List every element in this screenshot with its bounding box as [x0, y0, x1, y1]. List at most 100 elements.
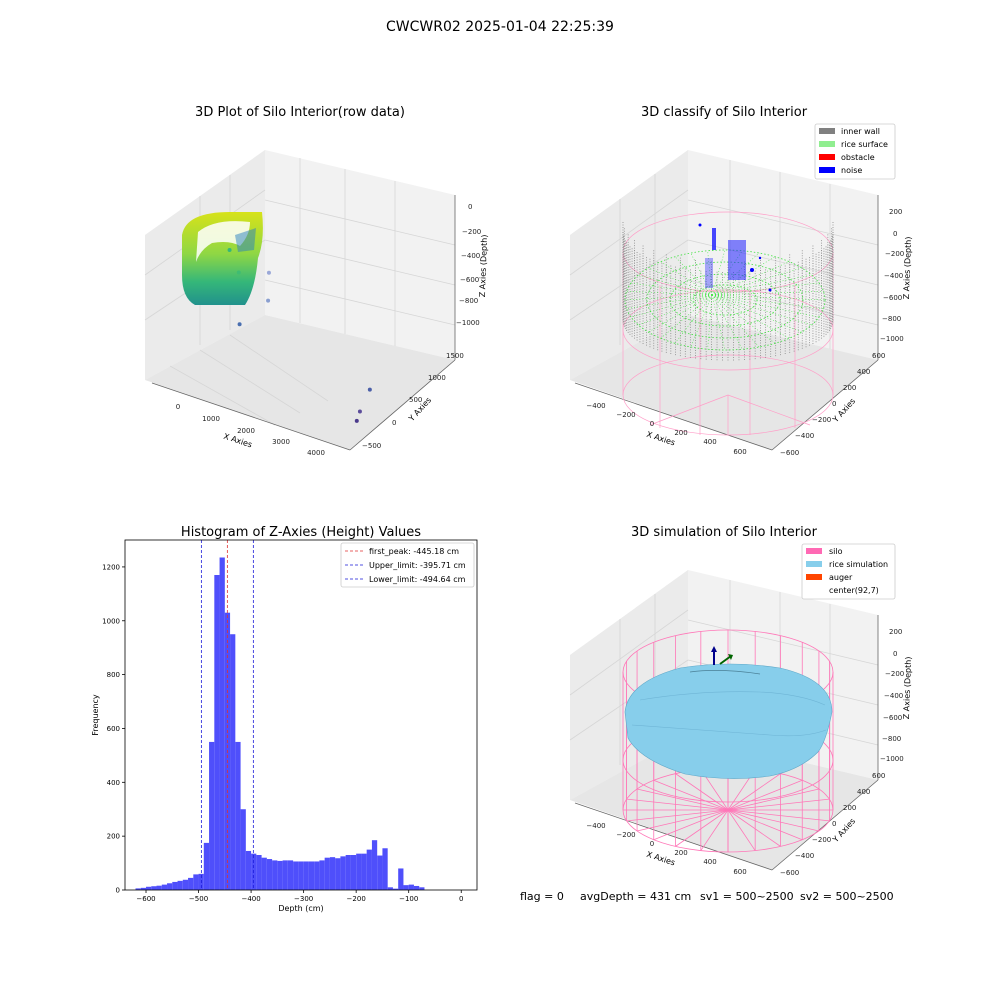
raw-3d-x-tick: 2000	[237, 427, 255, 435]
raw-3d-outlier-point	[357, 409, 362, 414]
histogram-x-tick-label: −500	[189, 895, 208, 903]
histogram-bars	[135, 557, 425, 890]
panel-classify-3d: 3D classify of Silo Interior	[569, 105, 913, 457]
raw-3d-x-tick: 4000	[307, 449, 325, 457]
classify-3d-z-tick: −1000	[880, 335, 904, 343]
histogram-bar	[387, 887, 393, 890]
histogram-bar	[209, 741, 215, 890]
panel-raw-3d: 3D Plot of Silo Interior(row data)	[144, 105, 489, 457]
legend-swatch-obstacle	[819, 154, 835, 160]
simulation-3d-z-ticks: −1000 −800 −600 −400 −200 0 200	[880, 628, 904, 763]
histogram-y-tick-label: 1200	[102, 563, 120, 571]
simulation-3d-z-tick: −400	[884, 692, 903, 700]
rice-surface-ray	[711, 294, 826, 301]
silo-floor-spoke	[727, 798, 830, 811]
raw-3d-x-ticks: 0 1000 2000 3000 4000	[176, 403, 325, 457]
histogram-bar	[235, 741, 241, 890]
histogram-x-tick-label: 0	[459, 895, 463, 903]
classify-3d-z-ticks: −1000 −800 −600 −400 −200 0 200	[880, 208, 904, 343]
histogram-bar	[161, 884, 168, 890]
simulation-3d-y-tick: 200	[843, 804, 856, 812]
classify-3d-x-tick: 600	[733, 448, 746, 456]
raw-3d-x-tick: 1000	[202, 415, 220, 423]
footer-avg-depth: avgDepth = 431 cm	[580, 890, 691, 903]
classify-3d-x-tick: 200	[674, 429, 687, 437]
histogram-bar	[361, 853, 367, 890]
simulation-3d-x-tick: −200	[616, 831, 635, 839]
rice-surface-ray	[707, 294, 713, 350]
footer-status: flag = 0 avgDepth = 431 cm sv1 = 500~250…	[520, 890, 894, 903]
rice-surface-ray	[638, 274, 713, 296]
simulation-3d-y-tick: 400	[857, 788, 870, 796]
rice-surface-ray	[711, 291, 824, 296]
histogram-bar	[177, 880, 183, 890]
silo-floor-spoke	[626, 798, 729, 811]
histogram-bar	[314, 861, 320, 890]
simulation-3d-title: 3D simulation of Silo Interior	[631, 525, 818, 540]
footer-sv1: sv1 = 500~2500	[700, 890, 794, 903]
raw-3d-outlier-point	[367, 387, 372, 392]
rice-surface-ray	[711, 294, 776, 344]
silo-floor-spoke	[700, 809, 729, 851]
histogram-x-tick-label: −300	[294, 895, 313, 903]
classify-3d-grid	[569, 160, 879, 349]
simulation-3d-y-tick: −400	[795, 852, 814, 860]
histogram-y-tick-label: 1000	[102, 617, 120, 625]
raw-3d-z-tick: −1000	[456, 319, 480, 327]
histogram-x-label: Depth (cm)	[278, 904, 323, 913]
histogram-bar	[382, 848, 388, 890]
classify-3d-floor-pane	[570, 315, 878, 450]
rice-surface-ray	[711, 294, 726, 351]
classify-3d-x-tick: −400	[586, 402, 605, 410]
raw-3d-axes	[151, 195, 456, 451]
histogram-title: Histogram of Z-Axies (Height) Values	[181, 525, 421, 540]
classify-3d-y-tick: 200	[843, 384, 856, 392]
rice-surface-ray	[648, 267, 713, 296]
silo-floor-spoke	[727, 809, 781, 847]
histogram-bar	[392, 888, 399, 890]
histogram-bar	[188, 877, 194, 890]
panel-simulation-3d: 3D simulation of Silo Interior	[569, 525, 913, 877]
histogram-bar	[308, 861, 315, 890]
classify-3d-y-tick: −600	[780, 449, 799, 457]
histogram-bar	[408, 884, 414, 890]
simulation-3d-axes	[574, 615, 879, 871]
raw-3d-z-ticks: −1000 −800 −600 −400 −200 0	[456, 203, 481, 327]
raw-3d-outlier-point	[354, 418, 359, 423]
rice-surface-ray	[690, 294, 713, 348]
rice-surface-ray	[660, 294, 713, 339]
legend-swatch-rice-surface	[819, 141, 835, 147]
histogram-bar	[282, 860, 288, 890]
legend-label-inner-wall: inner wall	[841, 127, 880, 136]
histogram-bar	[172, 881, 178, 890]
classify-3d-x-tick: 400	[703, 438, 716, 446]
simulation-3d-y-tick: 600	[872, 772, 885, 780]
histogram-bar	[335, 858, 341, 890]
classify-3d-z-tick: 0	[893, 230, 897, 238]
classify-3d-inner-wall-points	[622, 222, 834, 362]
silo-floor-spoke	[675, 773, 729, 811]
legend-label-silo: silo	[829, 547, 843, 556]
classify-3d-rice-surface	[624, 249, 826, 351]
legend-swatch-rice-simulation	[806, 561, 822, 567]
classify-3d-z-tick: −400	[884, 272, 903, 280]
raw-3d-outlier-point	[237, 322, 242, 327]
histogram-x-ticks: −600 −500 −400 −300 −200 −100 0	[136, 890, 463, 903]
classify-3d-y-tick: −200	[812, 416, 831, 424]
histogram-bar	[340, 856, 346, 890]
rice-surface-ray	[711, 249, 726, 296]
legend-label-rice-surface: rice surface	[841, 140, 888, 149]
raw-3d-outlier-point	[236, 270, 241, 275]
histogram-bar	[266, 859, 273, 890]
figure-suptitle: CWCWR02 2025-01-04 22:25:39	[386, 19, 614, 35]
raw-3d-x-tick: 3000	[272, 438, 290, 446]
panel-histogram: Histogram of Z-Axies (Height) Values −60…	[91, 525, 478, 913]
classify-3d-x-tick: −200	[616, 411, 635, 419]
simulation-3d-z-tick: −1000	[880, 755, 904, 763]
classify-3d-y-tick: 600	[872, 352, 885, 360]
silo-floor-spoke	[675, 809, 729, 847]
rice-surface-ray	[711, 294, 743, 350]
histogram-bar	[324, 857, 330, 890]
silo-floor-spoke	[727, 809, 803, 841]
classify-3d-z-tick: −800	[882, 315, 901, 323]
